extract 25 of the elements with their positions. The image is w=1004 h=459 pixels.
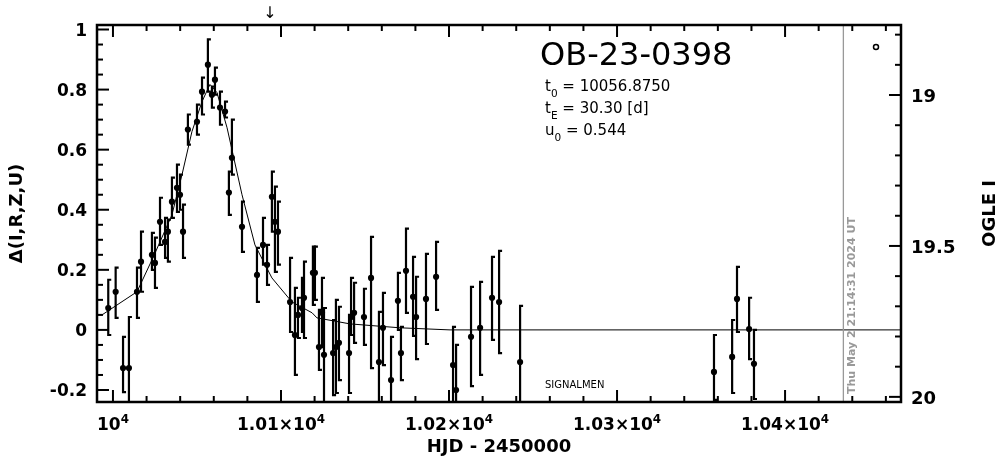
annotation: Thu May 2 21:14:31 2024 UT — [845, 216, 859, 394]
y-tick-label: 0.6 — [56, 139, 87, 160]
y-tick-label: 1 — [75, 19, 87, 40]
y-tick-label: 0.4 — [56, 199, 88, 220]
annotation: SIGNALMEN — [545, 379, 605, 390]
annotation: t$_{E}$ = 30.30 [d] — [545, 99, 649, 121]
x-tick-label: 1.01×10$^{4}$ — [236, 412, 326, 434]
annotation: u$_{0}$ = 0.544 — [545, 121, 627, 143]
chart-title: OB-23-0398 — [540, 35, 733, 73]
annotation: t$_{0}$ = 10056.8750 — [545, 77, 671, 99]
text: ↓ — [263, 3, 277, 22]
y2-tick-label: 19 — [911, 85, 937, 107]
x-tick-label: 1.03×10$^{4}$ — [572, 412, 662, 434]
y-tick-label: -0.2 — [49, 379, 87, 400]
y2-tick-label: 19.5 — [911, 235, 956, 257]
y-axis-title: Δ(I,R,Z,U) — [5, 163, 26, 264]
x-tick-label: 10$^{4}$ — [96, 412, 129, 434]
y-tick-label: 0.2 — [56, 259, 87, 280]
y2-tick-label: 20 — [911, 386, 937, 408]
y-tick-label: 0 — [75, 319, 88, 340]
y-tick-label: 0.8 — [56, 79, 87, 100]
x-tick-label: 1.04×10$^{4}$ — [740, 412, 830, 434]
x-axis-title: HJD - 2450000 — [426, 435, 572, 456]
y2-axis-title: OGLE I — [978, 180, 999, 247]
x-tick-label: 1.02×10$^{4}$ — [404, 412, 494, 434]
